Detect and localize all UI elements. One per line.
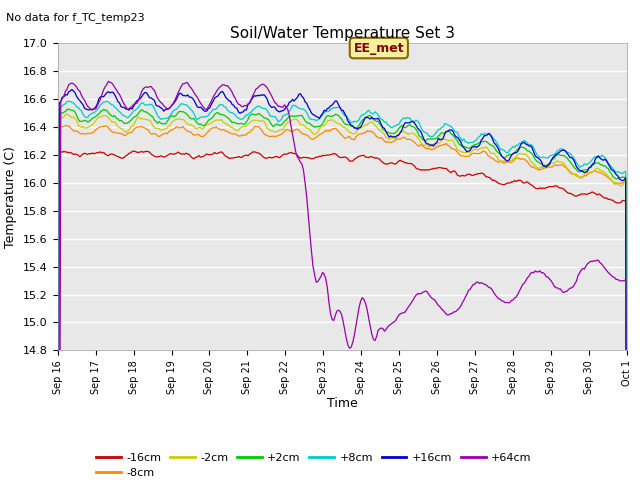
- Y-axis label: Temperature (C): Temperature (C): [4, 146, 17, 248]
- Text: EE_met: EE_met: [353, 42, 404, 55]
- Title: Soil/Water Temperature Set 3: Soil/Water Temperature Set 3: [230, 25, 455, 41]
- X-axis label: Time: Time: [327, 397, 358, 410]
- Text: No data for f_TC_temp23: No data for f_TC_temp23: [6, 12, 145, 23]
- Legend: -16cm, -8cm, -2cm, +2cm, +8cm, +16cm, +64cm: -16cm, -8cm, -2cm, +2cm, +8cm, +16cm, +6…: [92, 448, 536, 480]
